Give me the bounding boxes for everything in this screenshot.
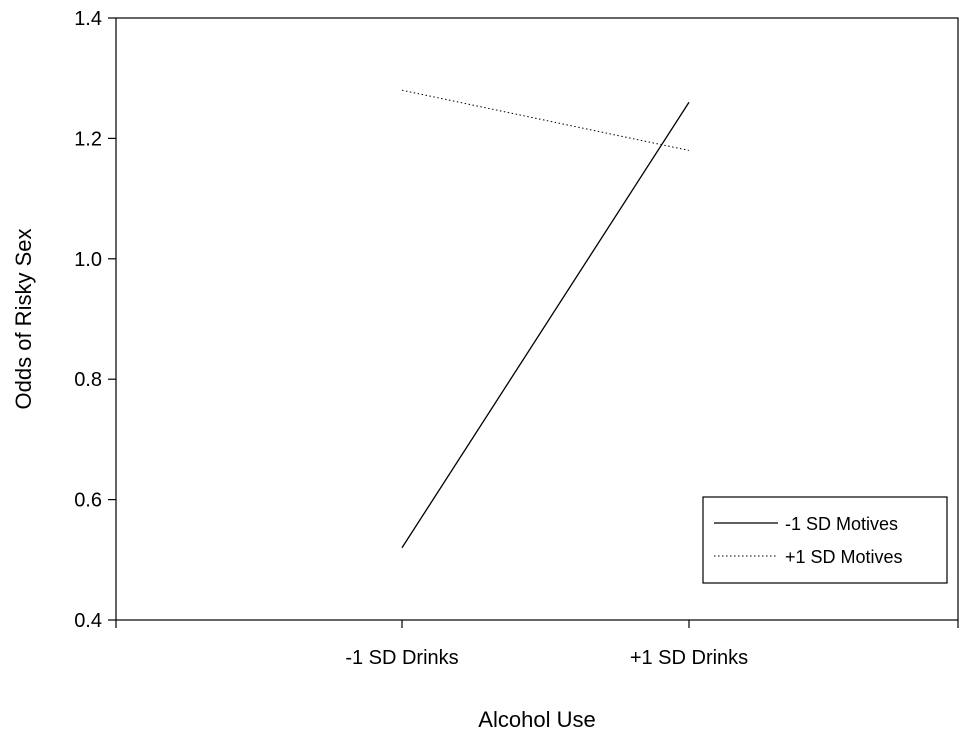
y-axis: 0.4 0.6 0.8 1.0 1.2 1.4	[74, 8, 116, 632]
y-tick-label: 1.0	[74, 249, 102, 271]
x-tick-label: +1 SD Drinks	[630, 647, 748, 669]
legend-label-plus-motives: +1 SD Motives	[785, 547, 903, 567]
y-tick-label: 0.8	[74, 369, 102, 391]
y-tick-label: 0.4	[74, 610, 102, 632]
legend-label-minus-motives: -1 SD Motives	[785, 514, 898, 534]
y-tick-label: 0.6	[74, 490, 102, 512]
plot-frame	[115, 17, 959, 621]
series-layer	[401, 89, 690, 549]
y-tick-label: 1.4	[74, 8, 102, 30]
y-tick-label: 1.2	[74, 128, 102, 150]
series-line-plus-1sd-motives	[401, 89, 690, 151]
legend: -1 SD Motives +1 SD Motives	[702, 496, 948, 584]
series-line-minus-1sd-motives	[401, 101, 690, 549]
y-axis-title: Odds of Risky Sex	[11, 229, 36, 410]
x-tick-label: -1 SD Drinks	[345, 647, 458, 669]
legend-box	[702, 496, 948, 584]
x-axis-title: Alcohol Use	[478, 707, 595, 732]
x-axis: -1 SD Drinks +1 SD Drinks	[115, 620, 959, 669]
